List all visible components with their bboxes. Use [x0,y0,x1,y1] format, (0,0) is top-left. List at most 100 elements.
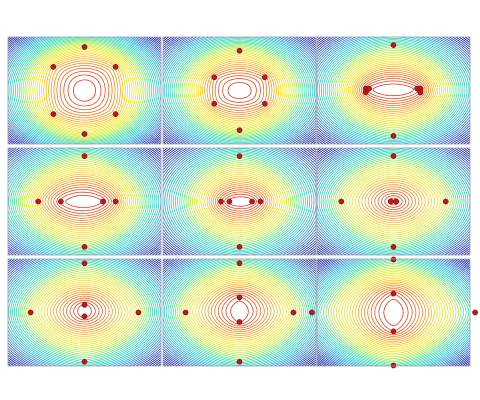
contour-level-34 [317,37,470,144]
contour-level-22 [328,154,459,249]
contour-level-11 [34,171,127,232]
point-marker-2 [338,198,345,205]
point-marker-5 [112,111,119,117]
contour-level-28 [8,37,161,144]
contour-level-12 [33,169,129,234]
contour-level-23 [15,261,154,362]
contour-level-9 [208,179,273,224]
contour-level-26 [10,259,159,366]
contour-level-41 [317,37,470,144]
contour-level-11 [204,175,277,228]
contour-level-1 [230,300,249,323]
point-marker-4 [393,198,399,205]
contour-level-40 [317,37,470,144]
point-marker-1 [81,153,88,159]
panel-frame [7,147,162,256]
contour-level-15 [342,167,445,236]
contour-level-33 [163,37,316,144]
contour-level-30 [8,148,161,255]
contour-level-37 [8,37,161,144]
contour-level-18 [21,158,140,245]
point-marker-6 [81,131,88,137]
contour-level-34 [163,148,316,255]
contour-level-23 [326,42,460,139]
panel-frame [162,36,317,145]
contour-level-39 [163,259,316,366]
contour-panel-row1-col3 [316,36,471,145]
point-marker-3 [112,64,119,70]
contour-level-21 [20,39,149,142]
contour-level-24 [317,259,470,366]
point-marker-1 [81,44,88,50]
contour-level-3 [69,299,100,323]
contour-level-13 [200,172,281,231]
contour-level-2 [384,195,403,208]
contour-level-6 [364,286,423,339]
contour-level-32 [8,259,161,366]
point-marker-5 [472,309,478,316]
point-marker-5 [261,100,268,107]
contour-level-29 [163,37,316,144]
contour-level-12 [40,281,129,341]
contour-level-27 [170,148,311,255]
contour-level-17 [180,268,299,353]
contour-level-11 [349,62,437,118]
point-marker-5 [112,198,119,205]
contour-level-16 [29,274,140,349]
contour-level-5 [50,184,115,219]
contour-level-21 [330,44,456,136]
contour-level-24 [167,259,312,365]
point-marker-4 [100,198,106,205]
contour-level-8 [41,177,121,226]
contour-level-38 [163,259,316,366]
contour-level-32 [163,148,316,255]
contour-level-33 [8,259,161,366]
point-marker-4 [211,100,218,107]
contour-level-5 [62,295,107,327]
contour-level-37 [163,148,316,255]
contour-level-17 [192,164,289,239]
contour-level-25 [12,259,157,365]
contour-level-41 [163,148,316,255]
contour-level-37 [317,148,470,255]
contour-level-21 [16,153,146,250]
contour-level-22 [17,262,152,361]
contour-level-11 [197,58,282,123]
contour-level-16 [25,162,136,241]
contour-level-16 [340,53,446,127]
contour-level-17 [27,272,142,351]
contour-level-5 [360,73,426,106]
contour-level-21 [322,261,465,364]
contour-level-2 [222,78,257,103]
contour-level-11 [41,52,128,129]
contour-level-25 [13,37,156,144]
contour-level-36 [317,259,470,366]
contour-level-9 [45,56,124,125]
contour-level-35 [317,37,470,144]
contour-level-13 [343,274,444,351]
point-marker-4 [390,328,397,335]
contour-level-30 [317,259,470,366]
contour-level-18 [189,162,291,241]
point-marker-6 [236,244,243,250]
contour-level-29 [166,148,315,255]
contour-level-5 [367,288,420,337]
contour-level-6 [214,185,267,218]
contour-level-7 [367,184,420,219]
contour-level-27 [318,148,469,255]
contour-level-11 [195,279,284,342]
contour-level-28 [317,259,470,366]
contour-level-8 [53,289,116,333]
contour-level-32 [163,37,316,144]
contour-level-21 [177,43,302,138]
contour-level-14 [186,274,293,348]
contour-level-30 [8,37,161,144]
contour-level-13 [348,171,439,232]
contour-level-26 [172,149,308,254]
contour-level-16 [187,49,292,132]
contour-level-16 [182,270,297,351]
contour-level-18 [25,270,144,353]
contour-level-14 [34,278,135,345]
contour-level-26 [8,148,156,255]
